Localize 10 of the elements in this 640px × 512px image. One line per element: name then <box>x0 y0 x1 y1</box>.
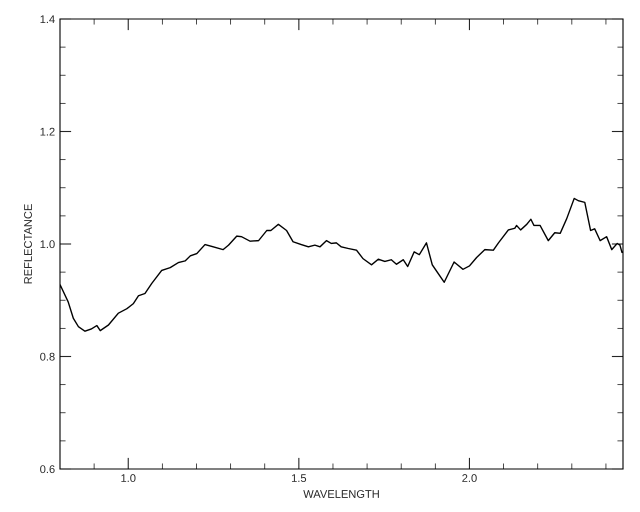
y-tick-label: 0.6 <box>40 465 55 474</box>
y-tick-label: 1.4 <box>40 15 55 24</box>
y-tick-label: 1.0 <box>40 240 55 248</box>
x-tick-label: 1.5 <box>292 474 306 482</box>
x-tick-label: 2.0 <box>462 474 477 482</box>
y-tick-label: 1.2 <box>40 128 55 136</box>
x-axis-title: WAVELENGTH <box>303 490 379 498</box>
y-tick-label: 0.8 <box>40 352 55 361</box>
y-axis-title: REFLECTANCE <box>24 204 32 284</box>
x-tick-label: 1.0 <box>121 474 136 482</box>
